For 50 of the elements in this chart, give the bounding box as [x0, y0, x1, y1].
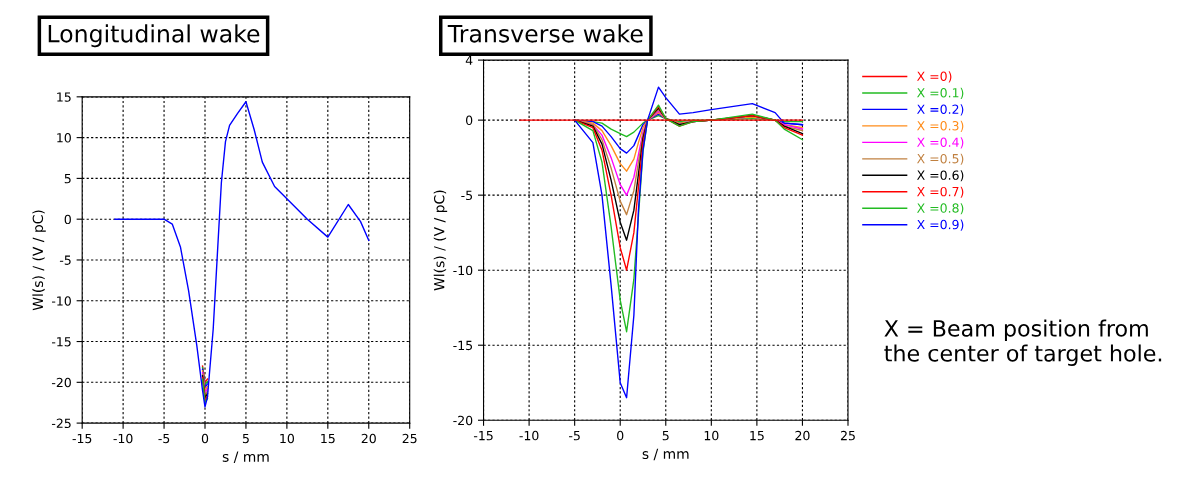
legend-label: X =0.3): [917, 120, 964, 132]
text: X = Beam position from the center of target hole.: [884, 319, 1162, 366]
x-tick-label: -10: [113, 433, 133, 444]
x-tick-label: 10: [704, 430, 719, 441]
y-tick-label: -15: [51, 337, 71, 347]
y-tick-label: 10: [57, 133, 71, 143]
y-axis-title: Wl(s) / (V / pC): [32, 210, 46, 311]
legend-label: X =0.6): [917, 170, 964, 182]
legend-label: X =0): [917, 71, 952, 83]
y-tick-label: -25: [51, 418, 71, 429]
x-tick-label: 20: [795, 430, 810, 441]
y-tick-label: 0: [64, 214, 71, 225]
x-tick-label: 0: [201, 433, 209, 444]
x-tick-label: 5: [242, 433, 249, 444]
legend-label: X =0.7): [917, 186, 964, 198]
y-axis-title: Wl(s) / (V / pC): [433, 190, 448, 291]
x-tick-label: 10: [280, 433, 294, 444]
x-tick-label: -15: [72, 433, 92, 444]
x-tick-label: 15: [750, 431, 764, 441]
x-tick-label: -5: [158, 433, 170, 444]
y-tick-label: 4: [465, 55, 473, 65]
y-tick-label: -20: [51, 377, 71, 388]
y-tick-label: 0: [466, 115, 473, 126]
x-tick-label: 25: [402, 433, 417, 444]
x-axis-title: s / mm: [222, 451, 269, 464]
y-tick-label: 5: [64, 174, 71, 184]
y-tick-label: -20: [453, 415, 473, 426]
x-tick-label: 25: [840, 430, 855, 441]
chart-title: Transverse wake: [447, 24, 643, 43]
legend-label: X =0.1): [917, 87, 964, 99]
legend-label: X =0.8): [917, 203, 964, 215]
x-tick-label: -5: [569, 431, 580, 441]
chart-title: Longitudinal wake: [48, 24, 260, 48]
y-tick-label: -5: [461, 190, 473, 201]
legend-label: X =0.2): [917, 104, 964, 116]
y-tick-label: -5: [59, 255, 71, 265]
x-tick-label: 0: [617, 430, 624, 441]
x-tick-label: 15: [321, 433, 335, 444]
x-axis-title: s / mm: [642, 448, 689, 461]
legend-label: X =0.5): [917, 153, 964, 165]
legend-label: X =0.9): [917, 219, 964, 231]
x-tick-label: -10: [519, 430, 539, 441]
x-tick-label: 5: [662, 431, 669, 441]
y-tick-label: -15: [453, 340, 473, 351]
y-tick-label: -10: [453, 265, 473, 276]
legend-label: X =0.4): [917, 137, 964, 149]
x-tick-label: -15: [473, 431, 493, 441]
y-tick-label: -10: [51, 296, 71, 306]
x-tick-label: 20: [361, 433, 376, 444]
y-tick-label: 15: [57, 92, 71, 102]
